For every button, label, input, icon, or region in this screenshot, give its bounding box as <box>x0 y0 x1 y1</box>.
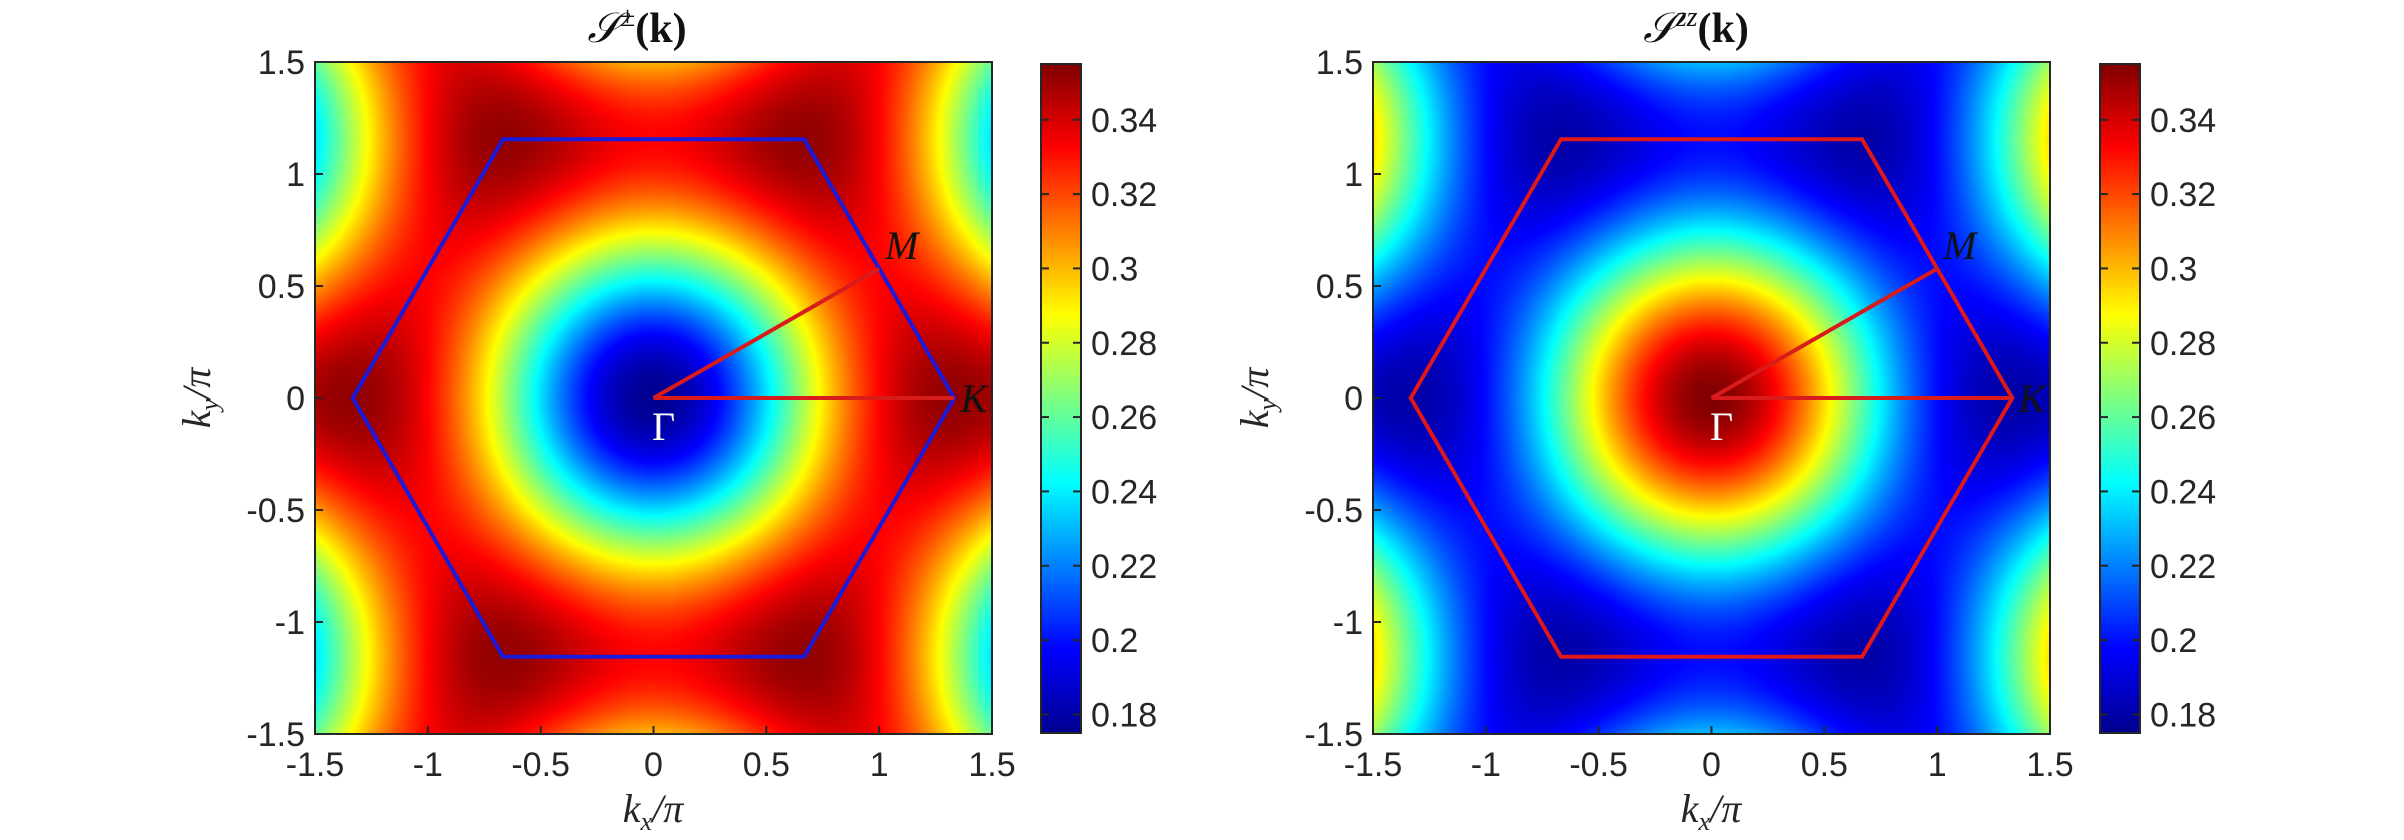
x-axis-label: kx/π <box>1681 786 1742 836</box>
point-k-label: K <box>2017 376 2047 421</box>
colorbar-tick-label: 0.32 <box>1091 176 1157 214</box>
x-tick-label: -1.5 <box>1344 746 1403 784</box>
colorbar-tick-label: 0.2 <box>1091 622 1138 660</box>
x-tick-label: -1.5 <box>286 746 345 784</box>
x-tick-label: 1 <box>1928 746 1947 784</box>
brillouin-zone-hexagon <box>1408 137 2015 659</box>
y-axis-ticks: 1.5 1 0.5 0 -0.5 -1 -1.5 <box>1304 44 1381 754</box>
y-tick-label: -1 <box>1333 604 1363 642</box>
x-tick-label: 0 <box>644 746 663 784</box>
brillouin-zone-overlay: Γ M K <box>350 137 989 659</box>
path-gamma-m <box>652 267 881 400</box>
x-tick-label: -0.5 <box>511 746 570 784</box>
colorbar-tick-label: 0.26 <box>1091 399 1157 437</box>
x-tick-label: 1.5 <box>968 746 1015 784</box>
colorbar-tick-label: 0.28 <box>1091 325 1157 363</box>
x-axis-ticks: -1.5 -1 -0.5 0 0.5 1 1.5 <box>286 726 1016 784</box>
y-tick-label: 0 <box>286 380 305 418</box>
y-tick-label: -0.5 <box>1304 492 1363 530</box>
y-tick-label: 0.5 <box>1316 268 1363 306</box>
point-gamma-label: Γ <box>1710 404 1733 449</box>
y-tick-label: 1.5 <box>1316 44 1363 82</box>
y-axis-label: ky/π <box>174 367 224 428</box>
x-tick-label: -0.5 <box>1569 746 1628 784</box>
panel-title: 𝒮±(k) <box>587 2 686 52</box>
y-axis-label: ky/π <box>1232 367 1282 428</box>
x-tick-label: 1.5 <box>2026 746 2073 784</box>
colorbar-tick-label: 0.24 <box>2150 473 2216 511</box>
colorbar-ticks: 0.34 0.32 0.3 0.28 0.26 0.24 0.22 0.2 0.18 <box>1041 102 1157 734</box>
point-m-label: M <box>884 223 921 268</box>
panel-title: 𝒮zz(k) <box>1643 2 1749 52</box>
y-tick-label: -1.5 <box>1304 716 1363 754</box>
colorbar-tick-label: 0.3 <box>1091 250 1138 288</box>
colorbar: 0.34 0.32 0.3 0.28 0.26 0.24 0.22 0.2 0.18 <box>2099 63 2216 734</box>
colorbar-ticks: 0.34 0.32 0.3 0.28 0.26 0.24 0.22 0.2 0.18 <box>2100 102 2216 734</box>
path-gamma-m <box>1710 267 1939 400</box>
colorbar-tick-label: 0.28 <box>2150 325 2216 363</box>
y-tick-label: 0.5 <box>258 268 305 306</box>
colorbar-gradient <box>2099 63 2141 734</box>
brillouin-zone-hexagon <box>350 137 957 659</box>
y-axis-ticks: 1.5 1 0.5 0 -0.5 -1 -1.5 <box>246 44 323 754</box>
colorbar-tick-label: 0.26 <box>2150 399 2216 437</box>
y-tick-label: -0.5 <box>246 492 305 530</box>
y-tick-label: -1.5 <box>246 716 305 754</box>
colorbar-tick-label: 0.24 <box>1091 473 1157 511</box>
x-axis-ticks: -1.5 -1 -0.5 0 0.5 1 1.5 <box>1344 726 2074 784</box>
colorbar-tick-label: 0.22 <box>1091 548 1157 586</box>
panel-szz: 𝒮zz(k) Γ M K -1.5 -1 -0.5 0 0.5 1 1.5 1.5 1 0.5 0 -0… <box>1232 2 2216 836</box>
x-tick-label: 0 <box>1702 746 1721 784</box>
y-tick-label: 1 <box>286 156 305 194</box>
x-tick-label: -1 <box>1471 746 1501 784</box>
x-tick-label: -1 <box>413 746 443 784</box>
point-gamma-label: Γ <box>652 404 675 449</box>
colorbar-tick-label: 0.3 <box>2150 250 2197 288</box>
y-tick-label: 1.5 <box>258 44 305 82</box>
colorbar-gradient <box>1040 63 1082 734</box>
x-tick-label: 0.5 <box>743 746 790 784</box>
y-tick-label: 1 <box>1344 156 1363 194</box>
colorbar-tick-label: 0.22 <box>2150 548 2216 586</box>
point-k-label: K <box>959 376 989 421</box>
colorbar-tick-label: 0.34 <box>2150 102 2216 140</box>
colorbar-tick-label: 0.18 <box>2150 696 2216 734</box>
colorbar-tick-label: 0.18 <box>1091 696 1157 734</box>
x-axis-label: kx/π <box>623 786 684 836</box>
colorbar-tick-label: 0.2 <box>2150 622 2197 660</box>
x-tick-label: 1 <box>870 746 889 784</box>
point-m-label: M <box>1942 223 1979 268</box>
colorbar: 0.34 0.32 0.3 0.28 0.26 0.24 0.22 0.2 0.18 <box>1040 63 1157 734</box>
colorbar-tick-label: 0.34 <box>1091 102 1157 140</box>
colorbar-tick-label: 0.32 <box>2150 176 2216 214</box>
y-tick-label: 0 <box>1344 380 1363 418</box>
panel-spm: 𝒮±(k) Γ M K -1.5 -1 -0.5 0 0.5 1 1.5 1.5 1 0.5 0 -0.… <box>174 2 1157 836</box>
y-tick-label: -1 <box>275 604 305 642</box>
x-tick-label: 0.5 <box>1801 746 1848 784</box>
brillouin-zone-overlay: Γ M K <box>1408 137 2047 659</box>
